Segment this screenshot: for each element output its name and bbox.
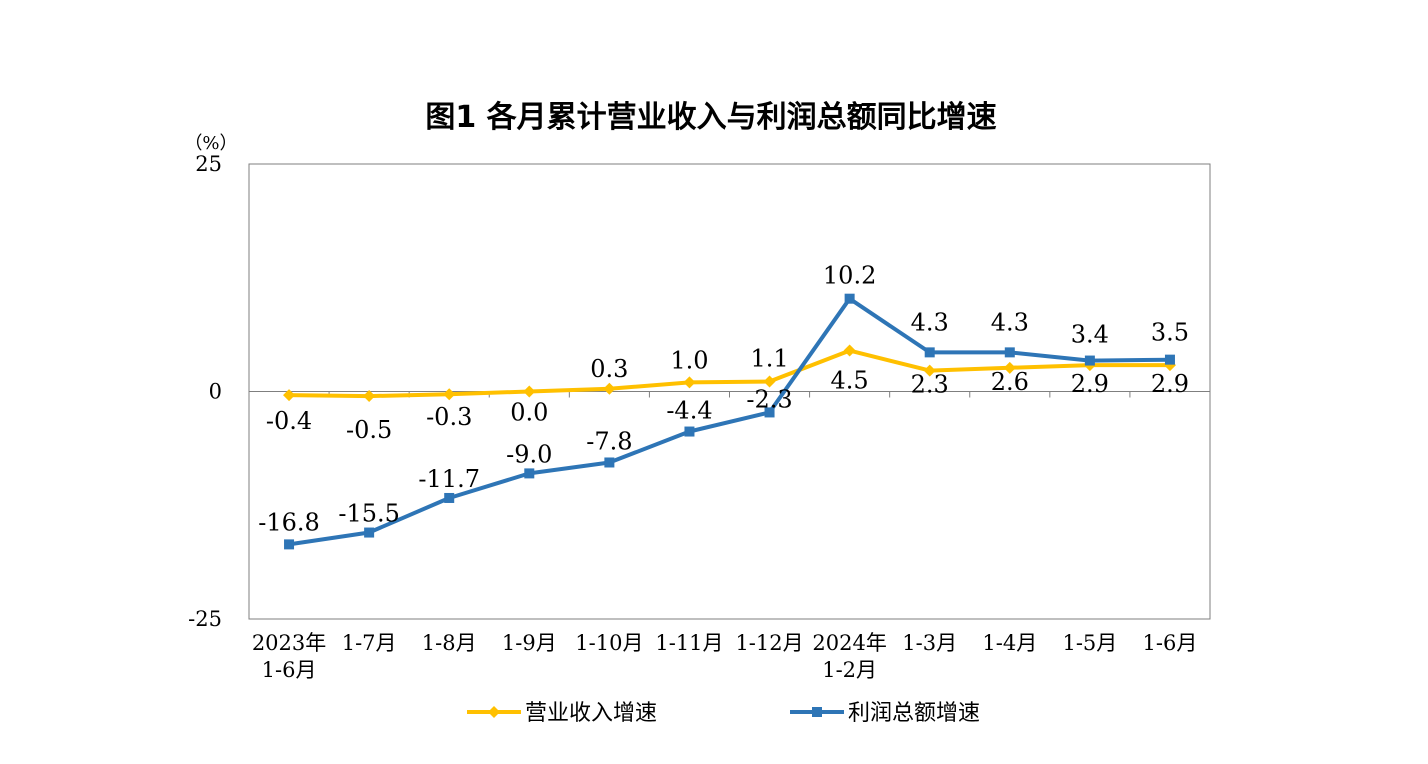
revenue-data-label: 1.1 (750, 344, 788, 372)
revenue-data-label: 4.5 (831, 367, 869, 395)
y-tick-label: 0 (209, 380, 222, 404)
x-tick-label: 1-2月 (822, 658, 877, 682)
x-tick-label: 2023年 (252, 631, 326, 655)
profit-data-label: -11.7 (418, 465, 480, 493)
profit-data-point (1004, 347, 1015, 358)
y-axis-unit: （%） (184, 133, 237, 154)
profit-data-point (284, 539, 295, 550)
x-tick-label: 1-12月 (735, 631, 803, 655)
revenue-data-label: 0.0 (510, 399, 548, 427)
profit-data-label: -15.5 (338, 500, 400, 528)
x-tick-label: 1-4月 (982, 631, 1037, 655)
revenue-data-label: -0.3 (426, 403, 472, 431)
profit-data-label: 10.2 (823, 262, 876, 290)
x-tick-label: 1-6月 (1143, 631, 1198, 655)
profit-data-label: -2.3 (746, 385, 792, 413)
legend-profit: 利润总额增速 (790, 701, 980, 726)
profit-data-label: 3.5 (1151, 319, 1189, 347)
revenue-data-label: 2.3 (911, 371, 949, 399)
profit-data-label: -7.8 (586, 427, 632, 455)
revenue-data-point (1003, 361, 1016, 374)
revenue-data-point (763, 375, 776, 388)
profit-data-label: -4.4 (666, 397, 712, 425)
profit-data-point (684, 426, 695, 437)
profit-data-point (604, 457, 615, 468)
profit-data-label: -9.0 (506, 440, 552, 468)
x-tick-label: 1-3月 (902, 631, 957, 655)
revenue-data-point (603, 382, 616, 395)
profit-data-label: 4.3 (911, 308, 949, 336)
revenue-data-label: 2.6 (991, 368, 1029, 396)
revenue-data-label: 0.3 (590, 355, 628, 383)
x-tick-label: 1-7月 (342, 631, 397, 655)
y-tick-label: 25 (195, 152, 222, 176)
revenue-data-point (283, 389, 296, 402)
revenue-data-label: 1.0 (670, 346, 708, 374)
revenue-data-point (683, 376, 696, 389)
profit-data-point (1084, 355, 1095, 366)
x-tick-label: 1-8月 (422, 631, 477, 655)
x-tick-label: 1-9月 (502, 631, 557, 655)
profit-data-point (924, 347, 935, 358)
profit-data-point (844, 293, 855, 304)
profit-growth-line (288, 296, 1171, 547)
x-tick-label: 1-11月 (655, 631, 723, 655)
y-tick-label: -25 (188, 607, 222, 631)
revenue-data-label: 2.9 (1071, 370, 1109, 398)
legend-revenue: 营业收入增速 (467, 701, 657, 726)
revenue-data-point (363, 390, 376, 403)
revenue-data-point (923, 364, 936, 377)
legend-profit-label: 利润总额增速 (848, 701, 980, 726)
revenue-data-point (843, 344, 856, 357)
revenue-growth-line (288, 348, 1170, 399)
x-tick-label: 1-6月 (262, 658, 317, 682)
chart-title: 图1 各月累计营业收入与利润总额同比增速 (425, 100, 996, 135)
diamond-marker-icon (488, 706, 500, 718)
profit-data-point (524, 468, 535, 479)
square-marker-icon (812, 707, 822, 717)
revenue-data-label: -0.4 (266, 407, 312, 435)
profit-data-point (364, 527, 375, 538)
profit-data-label: -16.8 (258, 508, 320, 536)
x-tick-label: 2024年 (812, 631, 886, 655)
profit-data-point (764, 407, 775, 418)
profit-data-point (444, 492, 455, 503)
x-tick-label: 1-5月 (1062, 631, 1117, 655)
revenue-data-label: 2.9 (1151, 370, 1189, 398)
revenue-data-label: -0.5 (346, 416, 392, 444)
legend-revenue-label: 营业收入增速 (525, 701, 657, 726)
profit-data-point (1164, 354, 1175, 365)
revenue-data-point (443, 388, 456, 401)
revenue-data-point (523, 385, 536, 398)
profit-data-label: 3.4 (1071, 321, 1109, 349)
x-tick-label: 1-10月 (575, 631, 643, 655)
profit-data-label: 4.3 (991, 308, 1029, 336)
